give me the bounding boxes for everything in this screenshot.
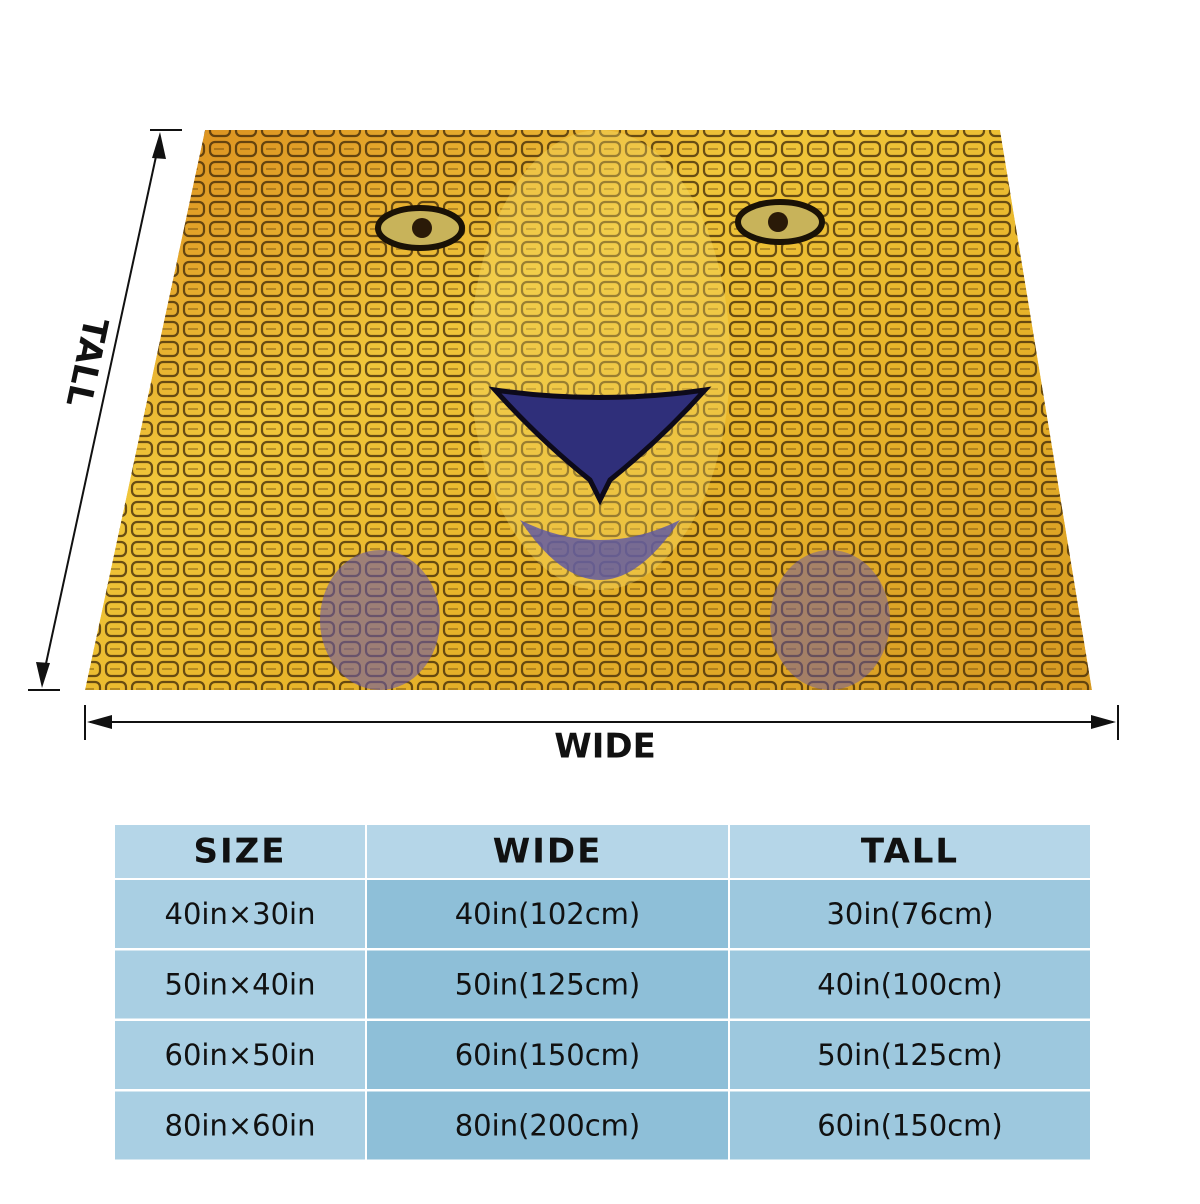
cell-text: 40in×30in — [165, 897, 316, 931]
cell-text: 50in×40in — [165, 968, 316, 1002]
cell-text: 80in(200cm) — [455, 1109, 641, 1143]
table-cell — [367, 880, 728, 948]
wide-label: WIDE — [554, 727, 656, 767]
blanket — [85, 130, 1092, 690]
table-cell — [115, 1091, 365, 1160]
cell-text: 40in(102cm) — [455, 897, 641, 931]
header-text: WIDE — [493, 832, 603, 872]
wide-dimension — [84, 705, 1119, 740]
cell-text: 80in×60in — [165, 1109, 316, 1143]
table-cell — [115, 1021, 365, 1089]
table-cell — [367, 1021, 728, 1089]
size-table: SIZE WIDE TALL 40in×30in 40in(102cm) 30in(76c… — [115, 825, 1090, 1160]
cell-text: 40in(100cm) — [817, 968, 1003, 1002]
table-cell — [730, 1021, 1090, 1089]
table-cell — [730, 880, 1090, 948]
cell-text: 60in(150cm) — [455, 1038, 641, 1072]
cell-text: 60in(150cm) — [817, 1109, 1003, 1143]
cell-text: 50in(125cm) — [817, 1038, 1003, 1072]
table-cell — [730, 1091, 1090, 1160]
header-cell — [115, 825, 365, 878]
header-cell — [730, 825, 1090, 878]
table-cell — [367, 1091, 728, 1160]
table-cell — [115, 880, 365, 948]
tall-label: TALL — [58, 314, 116, 411]
table-cell — [115, 950, 365, 1019]
table-cell — [367, 950, 728, 1019]
header-text: SIZE — [193, 832, 286, 872]
header-cell — [367, 825, 728, 878]
cell-text: 50in(125cm) — [455, 968, 641, 1002]
header-text: TALL — [861, 832, 959, 872]
tall-dimension — [28, 129, 182, 691]
cell-text: 60in×50in — [165, 1038, 316, 1072]
table-cell — [730, 950, 1090, 1019]
cell-text: 30in(76cm) — [826, 897, 993, 931]
